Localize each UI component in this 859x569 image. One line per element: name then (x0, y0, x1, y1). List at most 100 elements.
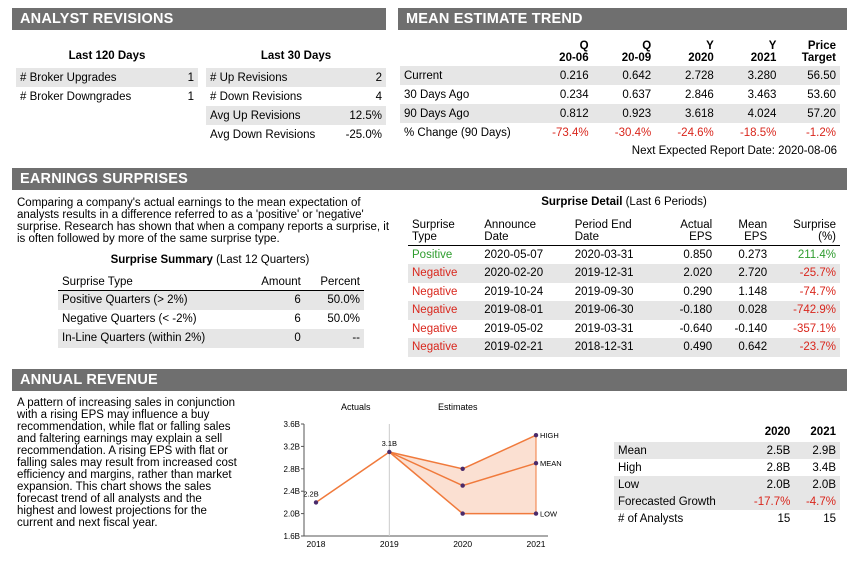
series-label-mean: MEAN (540, 459, 562, 468)
detail-header-top: Mean (738, 219, 768, 231)
detail-row: Negative 2020-02-20 2019-12-31 2.020 2.720 -2… (408, 264, 840, 283)
met-column-header: Q 20-06 (530, 40, 593, 66)
met-column-header: Y 2021 (718, 40, 781, 66)
detail-type: Negative (412, 341, 458, 354)
detail-period: 2018-12-31 (574, 341, 634, 354)
revenue-2020: 15 (777, 512, 791, 525)
last-30-days-table: # Up Revisions 2 # Down Revisions 4 Avg Up R… (206, 68, 386, 144)
met-cell: 0.234 (559, 88, 589, 101)
summary-amount: 6 (294, 313, 301, 325)
met-cell: -18.5% (739, 126, 777, 139)
y-tick-label: 2.8B (284, 465, 300, 474)
revenue-2021: 2.0B (812, 478, 836, 491)
region-label-estimates: Estimates (438, 402, 478, 412)
met-cell: 3.463 (747, 88, 777, 101)
detail-header: Announce Date (480, 219, 571, 246)
revenue-row: Forecasted Growth -17.7% -4.7% (614, 493, 840, 510)
earnings-surprises-header: EARNINGS SURPRISES (12, 168, 847, 190)
detail-header-bottom: Type (412, 231, 437, 243)
detail-announce: 2020-05-07 (484, 249, 544, 261)
revision-row: # Down Revisions 4 (206, 87, 386, 106)
x-tick-label: 2018 (307, 539, 326, 549)
revision-label: Avg Up Revisions (210, 109, 301, 122)
revenue-row-label: Low (618, 478, 640, 491)
revenue-row: Mean 2.5B 2.9B (614, 442, 840, 459)
detail-mean: 0.273 (738, 249, 768, 261)
y-tick-label: 2.4B (284, 487, 300, 496)
met-column-header: Y 2020 (655, 40, 718, 66)
detail-period: 2019-03-31 (574, 322, 634, 335)
detail-row: Negative 2019-02-21 2018-12-31 0.490 0.642 -2… (408, 338, 840, 357)
y-tick-label: 2.0B (284, 510, 300, 519)
summary-amount: 0 (294, 332, 301, 344)
last-120-days-table: # Broker Upgrades 1 # Broker Downgrades 1 (16, 68, 198, 106)
annual-revenue-table: 2020 2021 Mean 2.5B 2.9B High 2.8B 3.4B Low 2.0B… (614, 426, 840, 527)
region-label-actuals: Actuals (341, 402, 371, 412)
met-cell: 2.728 (685, 69, 714, 82)
detail-actual: 0.490 (683, 341, 713, 354)
detail-actual: -0.180 (679, 304, 713, 317)
met-row: % Change (90 Days) -73.4% -30.4% -24.6% -18.… (400, 123, 840, 142)
met-column-top: Y (706, 40, 714, 52)
surprise-summary-title: Surprise Summary (Last 12 Quarters) (60, 254, 360, 266)
summary-type: In-Line Quarters (within 2%) (62, 332, 206, 344)
met-row-label: % Change (90 Days) (404, 126, 511, 139)
met-cell: 0.637 (622, 88, 652, 101)
revision-value: 4 (375, 90, 382, 103)
detail-surprise: 211.4% (797, 249, 836, 261)
annual-revenue-chart: Actuals Estimates 1.6B 2.0B 2.4B 2.8B 3.2B 3.6B… (284, 402, 562, 549)
detail-type: Negative (412, 285, 458, 298)
summary-percent: 50.0% (327, 313, 360, 325)
actual-value-label: 2.2B (303, 489, 318, 498)
y-tick-label: 3.6B (284, 420, 300, 429)
detail-period: 2019-09-30 (574, 285, 634, 298)
x-tick-label: 2021 (527, 539, 546, 549)
earnings-surprises-description: Comparing a company's actual earnings to… (17, 197, 390, 245)
met-column-bottom: 2020 (688, 52, 714, 64)
revenue-row-label: Mean (618, 444, 647, 457)
detail-announce: 2019-05-02 (484, 322, 544, 335)
annual-revenue-description: A pattern of increasing sales in conjunc… (17, 397, 237, 529)
estimate-point-low (533, 511, 539, 516)
met-cell: 2.846 (685, 88, 714, 101)
detail-actual: 2.020 (683, 267, 713, 280)
revenue-2021: 2.9B (812, 444, 836, 457)
met-cell: 4.024 (747, 107, 777, 120)
detail-header-bottom: Date (484, 231, 509, 243)
revenue-row: High 2.8B 3.4B (614, 459, 840, 476)
detail-actual: 0.850 (683, 249, 713, 261)
detail-announce: 2019-10-24 (484, 285, 544, 298)
surprise-detail-title: Surprise Detail (Last 6 Periods) (408, 196, 840, 208)
revision-row: Avg Down Revisions -25.0% (206, 125, 386, 144)
met-cell: 3.280 (747, 69, 777, 82)
detail-period: 2019-12-31 (574, 267, 634, 280)
revenue-table-header: 2020 (764, 426, 791, 438)
surprise-summary-table: Surprise Type Amount Percent Positive Quar… (58, 276, 364, 348)
surprise-summary-title-text: Surprise Summary (110, 254, 213, 266)
revenue-2021: 15 (823, 512, 836, 525)
met-cell: 3.618 (685, 107, 714, 120)
annual-revenue-header: ANNUAL REVENUE (12, 369, 847, 391)
detail-header: Period End Date (570, 219, 662, 246)
met-row: Current 0.216 0.642 2.728 3.280 56.50 (400, 66, 840, 85)
estimate-point-low (460, 511, 465, 516)
met-corner-cell (400, 40, 530, 66)
met-column-top: Q (642, 40, 652, 52)
met-column-bottom: Target (801, 52, 836, 64)
analyst-revisions-header: ANALYST REVISIONS (12, 8, 386, 30)
y-tick-label: 3.2B (284, 442, 300, 451)
series-label-low: LOW (540, 510, 558, 519)
summary-percent: -- (352, 332, 360, 344)
detail-header: Mean EPS (716, 219, 772, 246)
summary-percent: 50.0% (327, 294, 360, 307)
detail-period: 2020-03-31 (574, 249, 634, 261)
revenue-row: # of Analysts 15 15 (614, 510, 840, 527)
met-column-bottom: 20-06 (559, 52, 589, 64)
met-cell: 0.812 (559, 107, 589, 120)
detail-type: Negative (412, 267, 458, 280)
revision-value: 1 (187, 90, 194, 103)
revision-row: # Up Revisions 2 (206, 68, 386, 87)
detail-row: Negative 2019-05-02 2019-03-31 -0.640 -0.140… (408, 320, 840, 339)
detail-announce: 2020-02-20 (484, 267, 544, 280)
actual-value-label: 3.1B (382, 439, 397, 448)
